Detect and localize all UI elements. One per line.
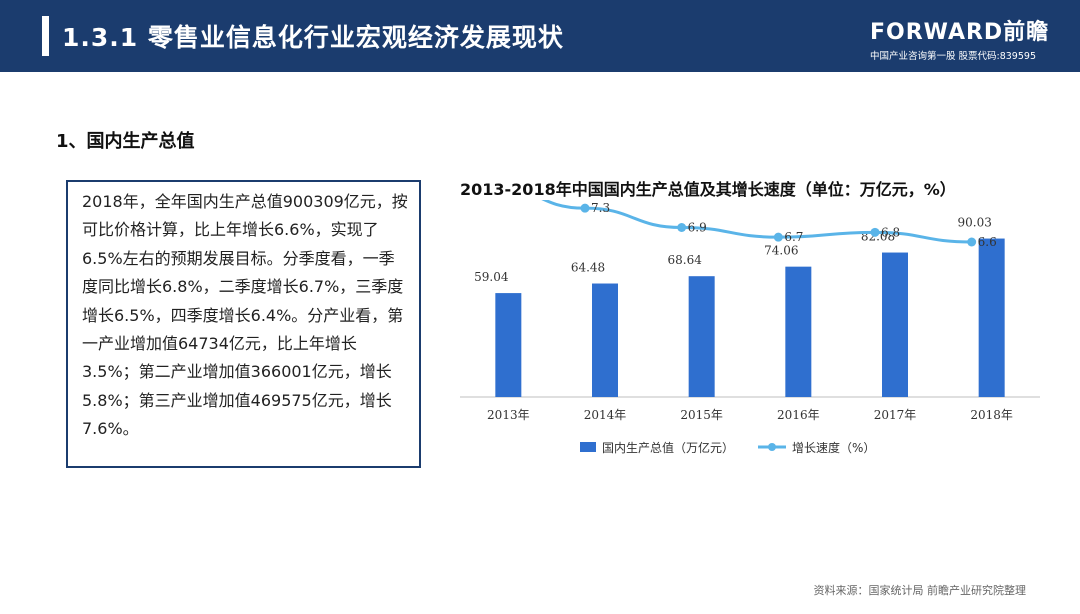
page-title: 1.3.1 零售业信息化行业宏观经济发展现状: [62, 23, 564, 52]
bar-value-label: 59.04: [474, 270, 509, 284]
growth-value-label: 6.7: [784, 230, 803, 244]
growth-point-1: [580, 203, 590, 213]
logo-subtext: 中国产业咨询第一股 股票代码:839595: [870, 51, 1036, 62]
growth-value-label: 6.6: [978, 235, 997, 249]
growth-point-4: [870, 227, 880, 237]
growth-point-2: [677, 223, 687, 232]
legend-bar-label: 国内生产总值（万亿元）: [602, 440, 734, 455]
bar-4: [882, 252, 908, 397]
legend-line-label: 增长速度（%）: [792, 440, 875, 455]
bar-2: [688, 276, 715, 397]
bar-1: [592, 283, 618, 397]
header-banner: 1.3.1 零售业信息化行业宏观经济发展现状 FORWARD前瞻 中国产业咨询第…: [0, 0, 1080, 72]
bar-5: [978, 238, 1005, 397]
growth-value-label: 6.9: [688, 221, 707, 235]
bar-value-label: 90.03: [957, 216, 991, 230]
source-note: 资料来源：国家统计局 前瞻产业研究院整理: [813, 584, 1027, 597]
brand-logo: FORWARD前瞻 中国产业咨询第一股 股票代码:839595: [870, 14, 1050, 62]
x-tick-label: 2014年: [584, 408, 627, 422]
bar-3: [785, 266, 812, 397]
x-tick-label: 2013年: [487, 408, 530, 422]
chart-title: 2013-2018年中国国内生产总值及其增长速度（单位：万亿元，%）: [460, 180, 956, 199]
x-tick-label: 2017年: [874, 408, 917, 422]
gdp-chart: 59.04 2013年 64.48 2014年 68.64 2015年 74.06 2016年…: [460, 200, 1040, 455]
header-accent-bar: [42, 16, 49, 56]
x-tick-label: 2018年: [970, 408, 1013, 422]
legend-bar-swatch: [580, 442, 596, 452]
x-tick-label: 2016年: [777, 408, 820, 422]
growth-point-5: [967, 237, 977, 247]
legend-line-marker: [768, 443, 776, 451]
bar-value-label: 74.06: [764, 244, 798, 258]
growth-value-label: 6.8: [881, 225, 900, 239]
growth-point-3: [773, 232, 783, 242]
logo-text: FORWARD前瞻: [870, 20, 1050, 45]
bar-value-label: 68.64: [667, 253, 702, 267]
bar-value-label: 64.48: [571, 261, 605, 275]
x-tick-label: 2015年: [680, 408, 723, 422]
growth-value-label: 7.3: [591, 201, 610, 215]
summary-box: 2018年，全年国内生产总值900309亿元，按可比价格计算，比上年增长6.6%…: [66, 180, 421, 468]
bar-0: [495, 293, 522, 397]
section-title: 1、国内生产总值: [56, 131, 195, 152]
growth-line: [541, 200, 972, 244]
